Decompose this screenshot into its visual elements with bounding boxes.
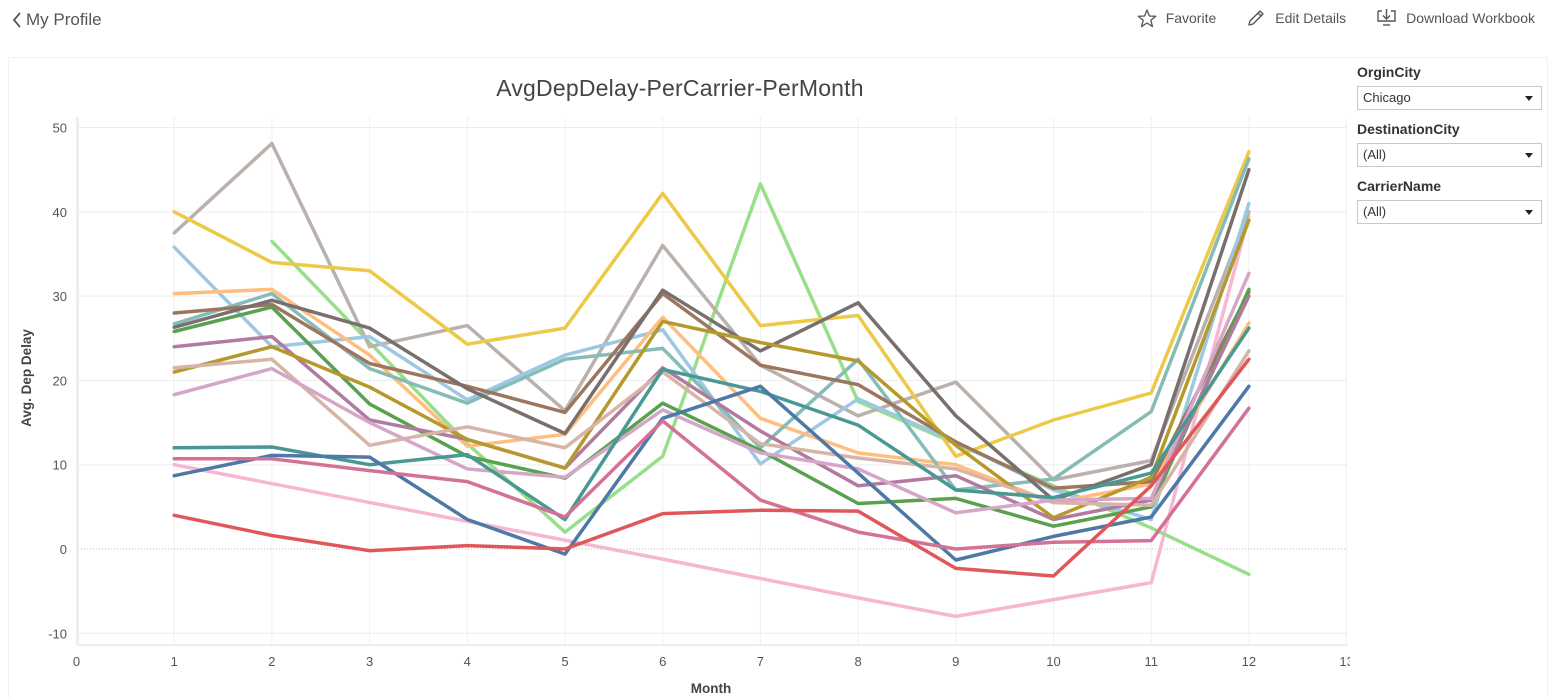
series-line-13[interactable]: [172, 349, 1251, 507]
top-bar: My Profile Favorite Edit Details Downloa…: [0, 0, 1553, 44]
y-tick-label: 40: [53, 205, 67, 220]
series-line-1[interactable]: [172, 214, 1251, 619]
destination-city-value: (All): [1363, 147, 1387, 162]
origin-city-value: Chicago: [1363, 90, 1411, 105]
y-axis-title: Avg. Dep Delay: [19, 329, 34, 427]
filter-panel: OrginCity Chicago DestinationCity (All) …: [1357, 64, 1542, 235]
series-line-17[interactable]: [172, 406, 1251, 551]
star-icon: [1137, 8, 1157, 27]
series-line-18[interactable]: [172, 357, 1251, 578]
series-line-4[interactable]: [172, 150, 1251, 459]
destination-city-dropdown[interactable]: (All): [1357, 143, 1542, 167]
x-tick-label: 11: [1144, 654, 1158, 669]
caret-down-icon: [1525, 96, 1533, 101]
caret-down-icon: [1525, 153, 1533, 158]
y-tick-label: 0: [60, 542, 67, 557]
caret-down-icon: [1525, 210, 1533, 215]
back-link-label: My Profile: [26, 10, 102, 29]
series-line-16[interactable]: [172, 384, 1251, 562]
x-tick-label: 2: [268, 654, 275, 669]
x-axis-title: Month: [691, 681, 731, 696]
favorite-label: Favorite: [1165, 10, 1217, 26]
series-line-15[interactable]: [172, 326, 1251, 522]
carrier-name-filter: CarrierName (All): [1357, 178, 1542, 224]
x-tick-label: 5: [561, 654, 568, 669]
carrier-name-label: CarrierName: [1357, 178, 1442, 194]
download-icon: [1377, 9, 1396, 26]
series-line-8[interactable]: [172, 290, 1251, 491]
y-tick-label: 30: [53, 289, 67, 304]
pencil-icon: [1248, 10, 1264, 26]
y-tick-label: 50: [53, 121, 67, 136]
x-tick-label: 4: [464, 654, 471, 669]
x-tick-label: 1: [171, 654, 178, 669]
x-tick-label: 13: [1339, 654, 1350, 669]
series-line-9[interactable]: [172, 167, 1251, 502]
x-tick-label: 10: [1046, 654, 1060, 669]
origin-city-dropdown[interactable]: Chicago: [1357, 86, 1542, 110]
edit-details-button[interactable]: Edit Details: [1246, 8, 1346, 28]
line-chart[interactable]: -1001020304050012345678910111213MonthAvg…: [0, 0, 1350, 697]
x-tick-label: 7: [757, 654, 764, 669]
x-tick-label: 6: [659, 654, 666, 669]
carrier-name-value: (All): [1363, 204, 1387, 219]
toolbar-actions: Favorite Edit Details Download Workbook: [1107, 8, 1535, 28]
y-tick-label: -10: [48, 626, 67, 641]
x-tick-label: 0: [73, 654, 80, 669]
favorite-button[interactable]: Favorite: [1137, 8, 1217, 28]
series-line-11[interactable]: [172, 294, 1251, 522]
series-line-10[interactable]: [172, 287, 1251, 528]
x-tick-label: 8: [854, 654, 861, 669]
chart-title: AvgDepDelay-PerCarrier-PerMonth: [496, 75, 864, 101]
x-tick-label: 9: [952, 654, 959, 669]
destination-city-filter: DestinationCity (All): [1357, 121, 1542, 167]
edit-details-label: Edit Details: [1275, 10, 1347, 26]
series-line-3[interactable]: [172, 141, 1251, 482]
chevron-left-icon: [12, 12, 21, 28]
back-to-profile-link[interactable]: My Profile: [12, 10, 102, 30]
series-line-12[interactable]: [172, 218, 1251, 520]
y-tick-label: 20: [53, 373, 67, 388]
series-line-14[interactable]: [172, 271, 1251, 515]
viz-frame: [8, 57, 1548, 698]
carrier-name-dropdown[interactable]: (All): [1357, 200, 1542, 224]
destination-city-label: DestinationCity: [1357, 121, 1460, 137]
origin-city-filter: OrginCity Chicago: [1357, 64, 1542, 110]
x-tick-label: 12: [1242, 654, 1256, 669]
download-workbook-button[interactable]: Download Workbook: [1376, 8, 1535, 28]
y-tick-label: 10: [53, 458, 67, 473]
x-tick-label: 3: [366, 654, 373, 669]
origin-city-label: OrginCity: [1357, 64, 1421, 80]
download-workbook-label: Download Workbook: [1406, 10, 1535, 26]
